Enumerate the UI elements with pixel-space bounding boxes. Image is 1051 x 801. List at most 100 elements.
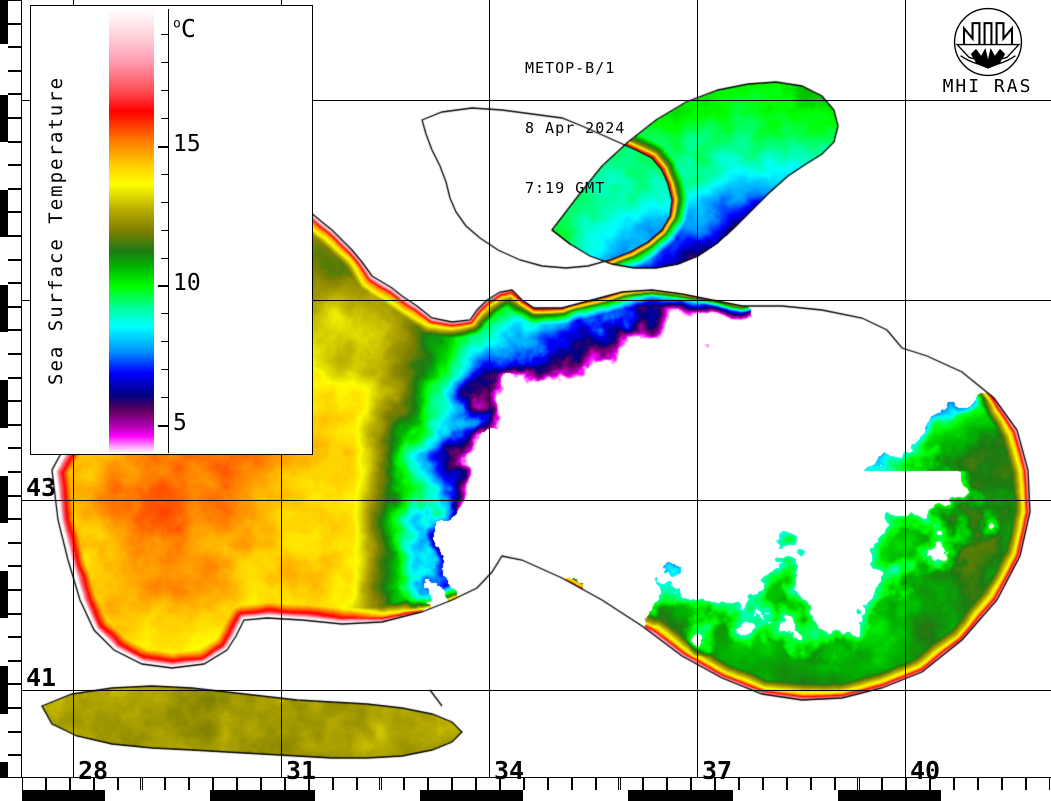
meridian-line	[489, 0, 490, 777]
longitude-ruler-tick	[954, 777, 978, 790]
longitude-ruler-tick	[595, 777, 620, 790]
longitude-ruler-tick	[810, 777, 835, 790]
latitude-ruler-tick	[8, 212, 22, 236]
longitude-ruler	[0, 777, 1051, 801]
latitude-ruler-tick	[8, 566, 22, 590]
colorbar-tick-label: 15	[173, 130, 201, 157]
latitude-ruler-tick	[8, 495, 22, 520]
longitude-ruler-tick	[261, 777, 285, 790]
parallel-line	[22, 300, 1051, 301]
longitude-ruler-tick	[715, 777, 739, 790]
latitude-ruler-tick	[8, 542, 22, 567]
colorbar-major-tick	[158, 425, 169, 428]
longitude-ruler-tick	[691, 777, 716, 790]
longitude-ruler-tick	[1025, 777, 1050, 790]
latitude-ruler-tick	[8, 613, 22, 638]
longitude-ruler-tick	[117, 777, 142, 790]
latitude-label: 43	[26, 473, 57, 502]
longitude-label: 31	[286, 756, 317, 785]
latitude-ruler	[0, 0, 22, 801]
colorbar-minor-tick	[161, 313, 169, 315]
longitude-ruler-block	[420, 790, 523, 801]
longitude-ruler-block	[22, 790, 105, 801]
longitude-ruler-tick	[547, 777, 572, 790]
longitude-ruler-tick	[523, 777, 548, 790]
parallel-line	[22, 100, 1051, 101]
latitude-ruler-tick	[8, 660, 22, 685]
latitude-ruler-tick	[8, 637, 22, 661]
latitude-ruler-ticks	[8, 0, 22, 801]
latitude-ruler-tick	[8, 731, 22, 756]
longitude-ruler-tick	[476, 777, 500, 790]
latitude-label: 41	[26, 663, 57, 692]
longitude-ruler-tick	[619, 777, 644, 790]
institution-name: MHI RAS	[942, 76, 1033, 97]
longitude-ruler-tick	[739, 777, 763, 790]
longitude-ruler-tick	[284, 777, 309, 790]
longitude-ruler-tick	[643, 777, 668, 790]
latitude-ruler-tick	[8, 70, 22, 95]
colorbar-legend-panel: Sea Surface Temperature 15 10 5 oC	[30, 5, 313, 455]
colorbar-minor-tick	[161, 397, 169, 399]
colorbar-minor-tick	[161, 229, 169, 231]
longitude-ruler-tick	[858, 777, 883, 790]
latitude-ruler-tick	[8, 47, 22, 71]
colorbar-title: Sea Surface Temperature	[45, 75, 67, 385]
longitude-ruler-tick	[189, 777, 214, 790]
sst-rainbow-colorbar	[109, 9, 154, 453]
latitude-ruler-tick	[8, 708, 22, 732]
latitude-ruler-tick	[8, 23, 22, 48]
acquisition-info-block: METOP-B/1 8 Apr 2024 7:19 GMT	[525, 18, 625, 238]
meridian-line	[697, 0, 698, 777]
latitude-ruler-block	[0, 190, 8, 237]
longitude-ruler-tick	[141, 777, 166, 790]
longitude-ruler-tick	[978, 777, 1002, 790]
latitude-ruler-block	[0, 285, 8, 332]
longitude-ruler-tick	[571, 777, 596, 790]
longitude-ruler-tick	[882, 777, 907, 790]
longitude-ruler-tick	[834, 777, 859, 790]
acquisition-time: 7:19 GMT	[525, 179, 606, 197]
latitude-ruler-block	[0, 0, 8, 44]
colorbar-minor-tick	[161, 257, 169, 259]
longitude-ruler-tick	[786, 777, 811, 790]
longitude-label: 40	[910, 756, 941, 785]
latitude-ruler-tick	[8, 519, 22, 543]
longitude-ruler-tick	[906, 777, 931, 790]
colorbar-axis-line	[168, 9, 169, 453]
longitude-label: 34	[494, 756, 525, 785]
longitude-ruler-tick	[332, 777, 357, 790]
colorbar-tick-label: 5	[173, 410, 187, 437]
longitude-ruler-tick	[165, 777, 190, 790]
longitude-ruler-tick	[69, 777, 94, 790]
longitude-ruler-tick	[22, 777, 46, 790]
latitude-ruler-block	[0, 571, 8, 618]
parallel-line	[22, 690, 1051, 691]
colorbar-major-tick	[158, 145, 169, 148]
satellite-name: METOP-B/1	[525, 59, 616, 77]
latitude-ruler-block	[0, 95, 8, 142]
latitude-ruler-tick	[8, 590, 22, 614]
latitude-ruler-tick	[8, 424, 22, 449]
longitude-ruler-tick	[404, 777, 429, 790]
latitude-ruler-tick	[8, 401, 22, 425]
longitude-label: 28	[78, 756, 109, 785]
latitude-ruler-tick	[8, 165, 22, 189]
longitude-ruler-tick	[308, 777, 333, 790]
latitude-ruler-block	[0, 666, 8, 714]
latitude-ruler-tick	[8, 684, 22, 708]
longitude-ruler-tick	[237, 777, 261, 790]
parallel-line	[22, 500, 1051, 501]
colorbar-tick-label: 10	[173, 270, 201, 297]
latitude-ruler-tick	[8, 377, 22, 402]
longitude-ruler-ticks	[0, 777, 1051, 790]
latitude-ruler-tick	[8, 236, 22, 260]
latitude-ruler-tick	[8, 259, 22, 284]
latitude-ruler-tick	[8, 448, 22, 472]
longitude-ruler-tick	[213, 777, 238, 790]
colorbar-minor-tick	[161, 173, 169, 175]
longitude-ruler-tick	[356, 777, 381, 790]
colorbar-minor-tick	[161, 62, 169, 64]
latitude-ruler-tick	[8, 354, 22, 378]
